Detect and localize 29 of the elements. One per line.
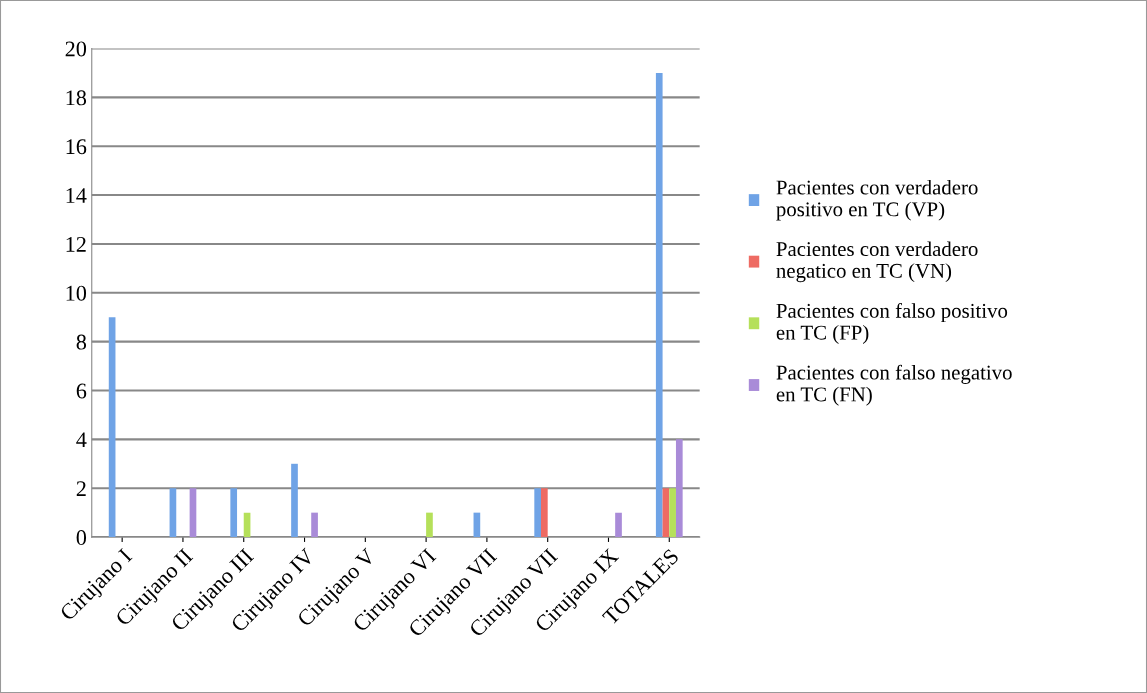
y-tick-label: 8 xyxy=(76,334,87,350)
bar xyxy=(655,72,663,538)
bar xyxy=(189,488,197,538)
bar xyxy=(675,439,683,538)
legend-label: Pacientes con verdadero positivo en TC (VP) xyxy=(776,179,978,221)
bar xyxy=(169,488,177,538)
y-tick-label: 12 xyxy=(66,236,86,252)
legend-label: Pacientes con verdadero negatico en TC (VN) xyxy=(776,241,978,283)
bar xyxy=(108,317,116,538)
y-tick-label: 0 xyxy=(76,530,87,545)
y-tick-label: 18 xyxy=(66,90,87,106)
bar xyxy=(541,488,548,538)
bar xyxy=(426,512,433,538)
bar xyxy=(311,512,318,538)
bar xyxy=(291,463,298,538)
y-tick-label: 16 xyxy=(66,139,87,155)
y-tick-label: 4 xyxy=(76,432,87,448)
bar xyxy=(669,488,676,538)
bar xyxy=(662,488,670,538)
y-tick-label: 10 xyxy=(66,285,87,301)
y-tick-label: 6 xyxy=(76,383,87,399)
y-tick-label: 14 xyxy=(66,188,87,203)
legend-label: Pacientes con falso negativo en TC (FN) xyxy=(776,364,1012,406)
y-tick-label: 2 xyxy=(76,481,86,496)
legend-label: Pacientes con falso positivo en TC (FP) xyxy=(776,303,1008,344)
bar xyxy=(534,488,542,538)
bar xyxy=(615,512,622,538)
bar xyxy=(230,488,238,538)
y-tick-label: 20 xyxy=(65,41,87,57)
